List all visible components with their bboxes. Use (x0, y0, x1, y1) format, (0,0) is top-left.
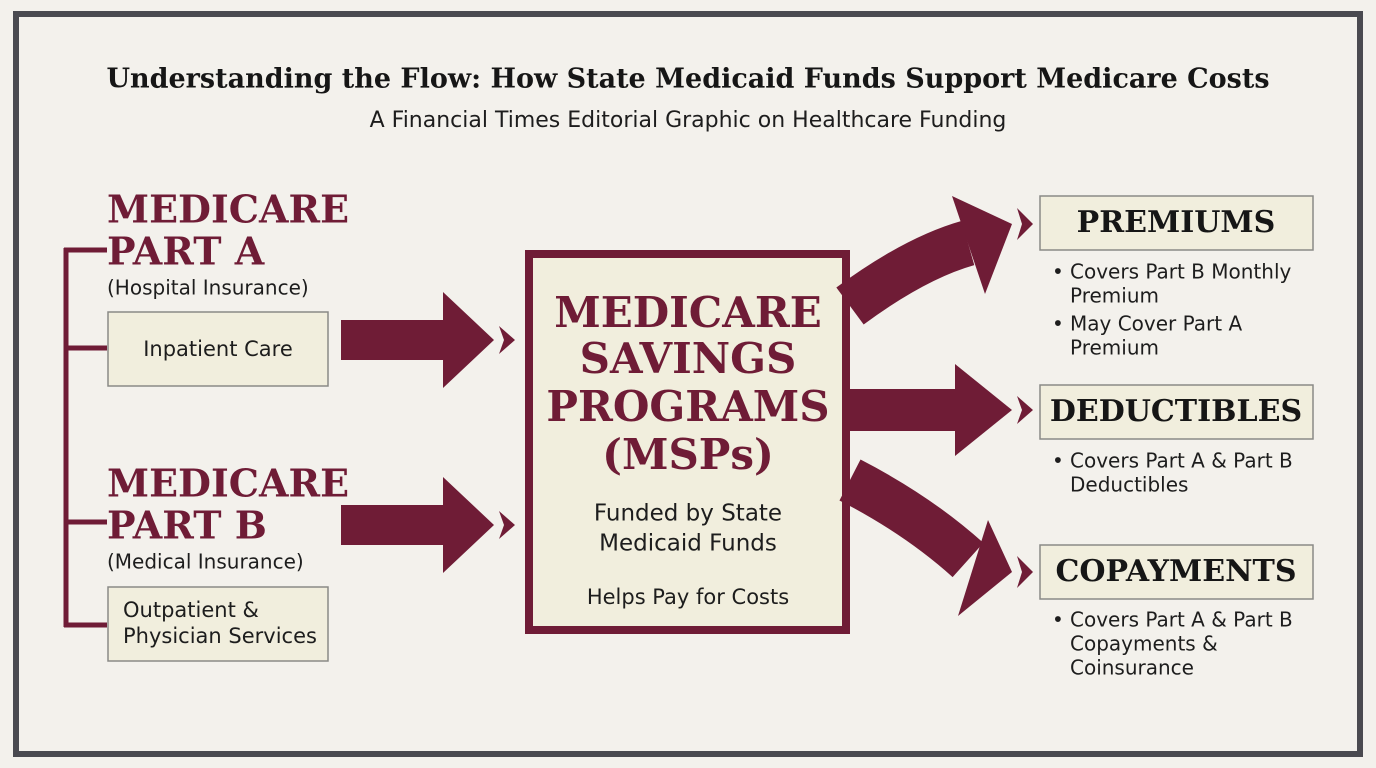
bullet-text: Deductibles (1070, 473, 1188, 497)
bullet: • (1052, 608, 1064, 632)
output-label: DEDUCTIBLES (1050, 394, 1302, 429)
service-label: Outpatient & (123, 598, 259, 622)
subtitle: A Financial Times Editorial Graphic on H… (370, 108, 1007, 133)
msp-note: Helps Pay for Costs (587, 585, 789, 609)
bullet: • (1052, 449, 1064, 473)
group-heading: MEDICARE (107, 461, 349, 506)
arrow (341, 292, 515, 388)
frame (13, 11, 1363, 757)
msp-heading: PROGRAMS (546, 382, 829, 431)
service-label: Physician Services (123, 624, 317, 648)
output-box (1039, 384, 1314, 440)
arrow (839, 459, 1033, 616)
arrow (850, 364, 1033, 456)
bullet-text: May Cover Part A (1070, 312, 1242, 336)
arrow (836, 196, 1033, 325)
output-label: PREMIUMS (1077, 205, 1276, 240)
service-label: Inpatient Care (143, 337, 293, 361)
group-heading: MEDICARE (107, 187, 349, 232)
msp-heading: (MSPs) (602, 430, 774, 479)
bracket (63, 247, 107, 628)
service-box (107, 586, 329, 662)
bullet-text: Copayments & (1070, 632, 1218, 656)
output-label: COPAYMENTS (1055, 554, 1296, 589)
service-box (107, 311, 329, 387)
bullet-text: Covers Part B Monthly (1070, 260, 1292, 284)
group-subtitle: (Hospital Insurance) (107, 276, 309, 300)
arrow (341, 477, 515, 573)
bullet: • (1052, 312, 1064, 336)
group-subtitle: (Medical Insurance) (107, 550, 304, 574)
msp-heading: MEDICARE (554, 288, 822, 337)
output-box (1039, 195, 1314, 251)
output-box (1039, 544, 1314, 600)
bullet-text: Premium (1070, 336, 1159, 360)
bullet: • (1052, 260, 1064, 284)
title: Understanding the Flow: How State Medica… (106, 64, 1269, 95)
msp-heading: SAVINGS (580, 334, 797, 383)
msp-funding: Funded by State (594, 501, 782, 527)
msp-funding: Medicaid Funds (599, 531, 777, 557)
bullet-text: Covers Part A & Part B (1070, 608, 1293, 632)
bullet-text: Premium (1070, 284, 1159, 308)
bullet-text: Covers Part A & Part B (1070, 449, 1293, 473)
group-heading: PART A (107, 229, 265, 274)
msp-box (525, 250, 850, 634)
group-heading: PART B (107, 503, 267, 548)
bullet-text: Coinsurance (1070, 656, 1194, 680)
